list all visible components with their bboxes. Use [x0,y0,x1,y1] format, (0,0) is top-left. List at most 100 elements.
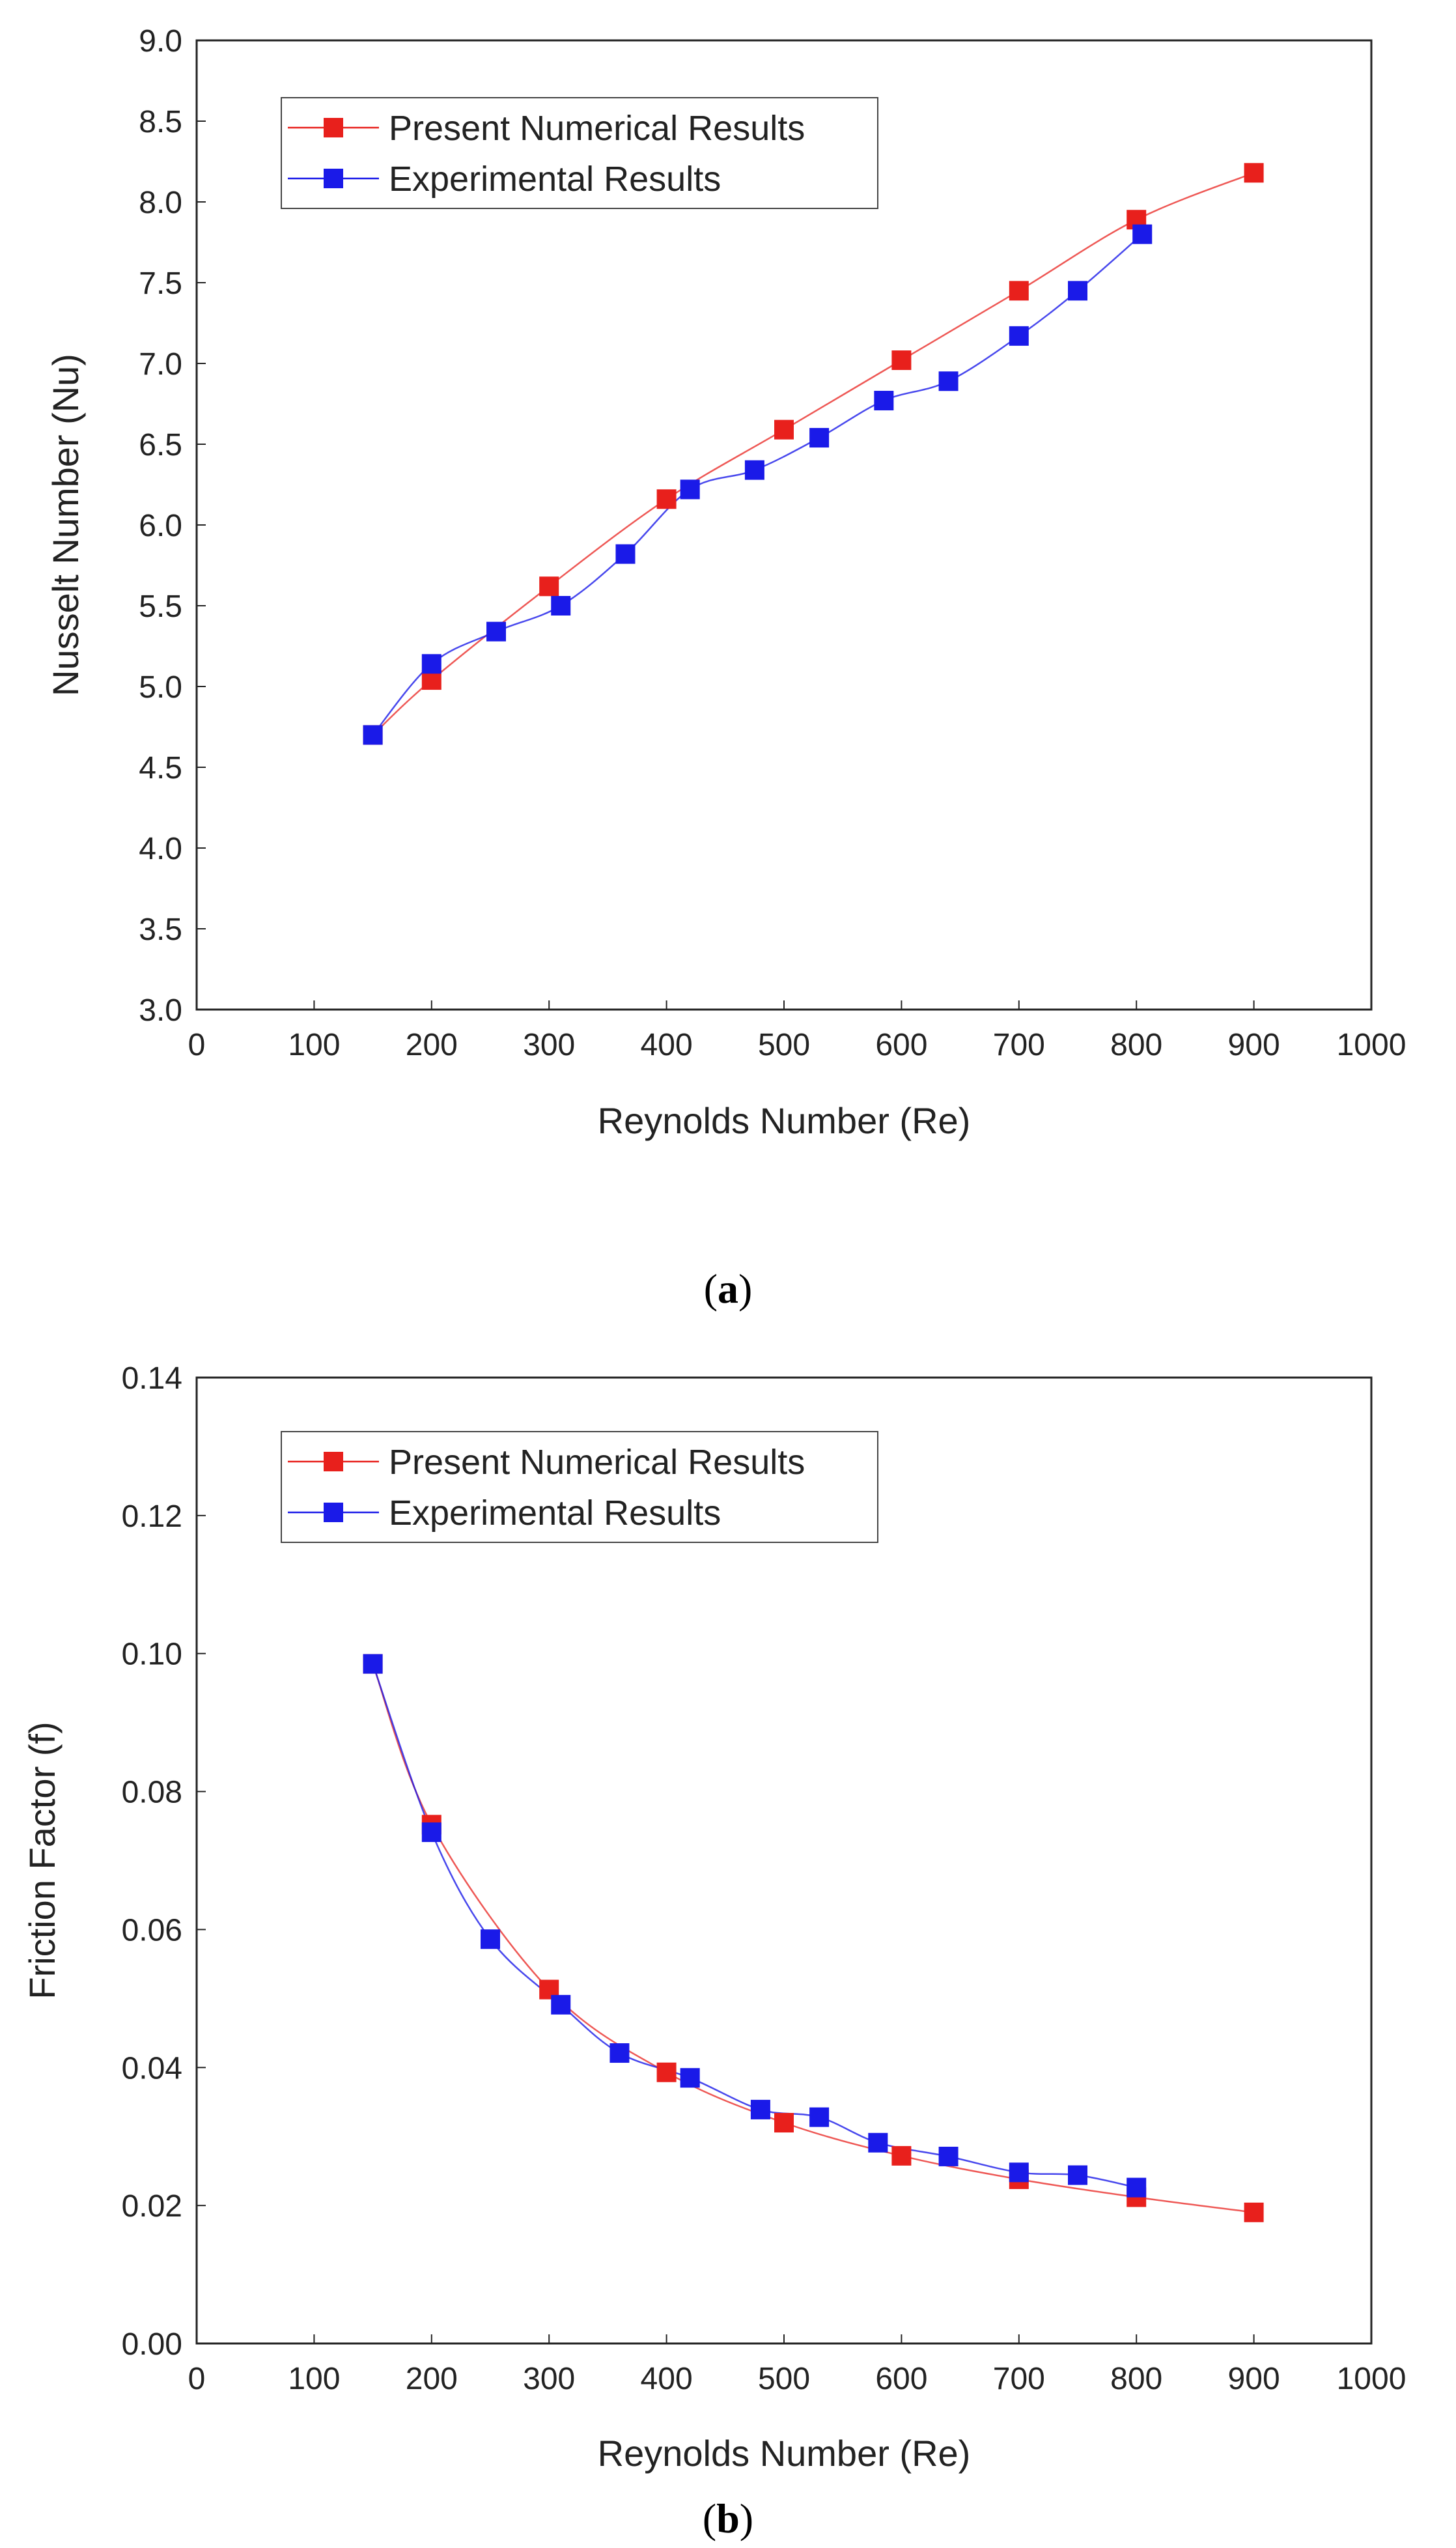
legend-b: Present Numerical Results Experimental Re… [281,1431,878,1543]
series-markers-b [363,1654,1264,2222]
caption-b-open: ( [703,2495,716,2541]
x-tick-label: 400 [641,1028,693,1062]
x-tick-label: 600 [875,1028,927,1062]
data-point-experimental [809,2107,830,2127]
data-point-experimental [551,1994,571,2015]
data-point-experimental [363,725,383,745]
x-tick-label: 200 [406,1028,458,1062]
legend-label: Experimental Results [389,160,721,199]
data-point-numerical [1244,163,1264,183]
legend-label: Experimental Results [389,1493,721,1533]
data-point-experimental [868,2132,888,2153]
axes-b: 0 100 200 300 400 500 600 700 800 900 1000 0.00 0.02… [122,1361,1407,2396]
data-point-experimental [680,2068,700,2088]
x-axis-title-b: Reynolds Number (Re) [598,2433,971,2474]
y-axis-title-b: Friction Factor (f) [21,1721,63,1999]
y-axis-title-a: Nusselt Number (Nu) [45,354,86,696]
y-tick-label: 7.5 [139,266,182,301]
caption-b-letter: b [716,2495,740,2541]
series-markers-a [363,163,1264,745]
y-tick-label: 0.12 [122,1499,182,1534]
x-axis-title-a: Reynolds Number (Re) [598,1100,971,1141]
legend-label: Present Numerical Results [389,109,805,148]
y-tick-label: 4.0 [139,832,182,866]
data-point-experimental [1068,2165,1087,2185]
x-tick-label: 900 [1228,1028,1280,1062]
y-tick-label: 0.10 [122,1637,182,1672]
data-point-experimental [1009,2162,1029,2183]
y-tick-label: 7.0 [139,347,182,382]
data-point-experimental [421,1822,441,1843]
data-point-numerical [1009,281,1029,301]
legend-box [281,97,878,209]
data-point-numerical [656,2062,677,2082]
y-tick-label: 6.5 [139,428,182,462]
x-tick-label: 800 [1110,1028,1162,1062]
data-point-experimental [481,1929,500,1949]
data-point-numerical [1244,2202,1264,2222]
x-tick-label: 400 [641,2362,693,2396]
x-tick-label: 300 [523,2362,575,2396]
x-tick-label: 700 [993,2362,1045,2396]
y-tick-label: 8.0 [139,186,182,220]
caption-a: (a) [704,1266,753,1312]
data-point-numerical [539,576,559,597]
data-point-experimental [486,621,507,642]
y-tick-label: 5.0 [139,670,182,705]
y-tick-label: 8.5 [139,105,182,139]
data-point-experimental [551,596,571,616]
data-point-numerical [774,419,794,440]
data-point-numerical [891,2145,912,2166]
y-tick-label: 9.0 [139,24,182,59]
x-tick-label: 100 [288,2362,340,2396]
data-point-experimental [615,544,636,564]
caption-a-close: ) [738,1266,752,1312]
data-point-experimental [750,2099,770,2119]
x-tick-label: 1000 [1337,1028,1407,1062]
y-tick-label: 4.5 [139,751,182,786]
legend-marker [324,1503,343,1522]
y-tick-label: 0.08 [122,1776,182,1810]
legend-a: Present Numerical Results Experimental Re… [281,97,878,209]
y-tick-label: 0.06 [122,1913,182,1947]
data-point-experimental [744,460,764,480]
caption-a-letter: a [718,1266,738,1312]
x-tick-label: 900 [1228,2362,1280,2396]
data-point-experimental [1068,281,1087,301]
x-tick-label: 700 [993,1028,1045,1062]
x-tick-label: 0 [188,1028,206,1062]
data-point-experimental [938,2146,959,2166]
x-tick-label: 600 [875,2362,927,2396]
caption-b: (b) [703,2495,753,2541]
data-point-experimental [421,654,441,674]
data-point-numerical [656,489,677,509]
data-point-experimental [363,1654,383,1674]
data-point-experimental [809,428,830,448]
y-tick-label: 6.0 [139,509,182,543]
x-tick-label: 800 [1110,2362,1162,2396]
x-tick-label: 300 [523,1028,575,1062]
y-tick-label: 0.14 [122,1361,182,1396]
y-tick-label: 0.00 [122,2327,182,2362]
x-tick-label: 100 [288,1028,340,1062]
x-tick-label: 0 [188,2362,206,2396]
data-point-experimental [1009,326,1029,346]
data-point-experimental [1132,224,1153,244]
chart-panel-b: 0 100 200 300 400 500 600 700 800 900 1000 0.00 0.02… [21,1361,1406,2541]
x-tick-label: 200 [406,2362,458,2396]
data-point-experimental [680,479,700,500]
legend-label: Present Numerical Results [389,1443,805,1482]
data-point-experimental [609,2043,630,2063]
legend-marker [324,1452,343,1471]
y-tick-label: 5.5 [139,589,182,624]
data-point-numerical [891,350,912,371]
x-tick-label: 500 [758,2362,810,2396]
y-tick-label: 0.02 [122,2189,182,2224]
legend-marker [324,169,343,188]
series-line-experimental [372,1663,1137,2188]
data-point-experimental [874,391,894,411]
x-tick-label: 1000 [1337,2362,1407,2396]
data-point-numerical [774,2113,794,2133]
x-tick-label: 500 [758,1028,810,1062]
